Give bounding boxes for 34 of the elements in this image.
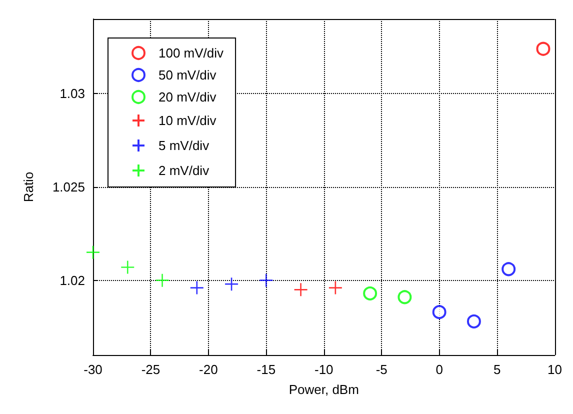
x-axis-title: Power, dBm <box>288 382 359 397</box>
x-tick-label: -10 <box>314 362 334 377</box>
point <box>363 286 378 300</box>
point <box>432 305 446 320</box>
point <box>536 42 550 56</box>
legend-label: 50 mV/div <box>158 68 217 82</box>
y-tick-label: 1.03 <box>60 86 85 102</box>
y-axis-title: Ratio <box>21 172 36 202</box>
legend-label: 100 mV/div <box>158 46 224 60</box>
point <box>466 314 481 328</box>
x-tick-label: -25 <box>141 362 160 377</box>
point <box>86 245 100 260</box>
point <box>190 280 204 295</box>
y-tick-label: 1.025 <box>52 180 85 194</box>
point <box>120 260 135 274</box>
y-tick-label: 1.02 <box>60 272 85 288</box>
point <box>294 282 308 297</box>
legend-label: 20 mV/div <box>158 90 217 104</box>
legend-label: 2 mV/div <box>158 163 210 178</box>
legend-label: 5 mV/div <box>158 138 210 153</box>
point <box>502 262 516 276</box>
x-tick-label: -20 <box>199 362 218 377</box>
x-tick-label: -30 <box>84 362 102 377</box>
legend-label: 10 mV/div <box>158 113 217 128</box>
x-tick-label: 5 <box>493 362 501 377</box>
point <box>328 280 343 295</box>
point <box>155 273 170 288</box>
x-tick-label: -15 <box>256 362 276 377</box>
point <box>398 290 412 304</box>
x-tick-label: -5 <box>376 362 388 377</box>
x-tick-label: 10 <box>548 362 562 377</box>
point <box>224 276 239 292</box>
x-tick-label: 0 <box>436 362 443 377</box>
point <box>259 273 274 288</box>
